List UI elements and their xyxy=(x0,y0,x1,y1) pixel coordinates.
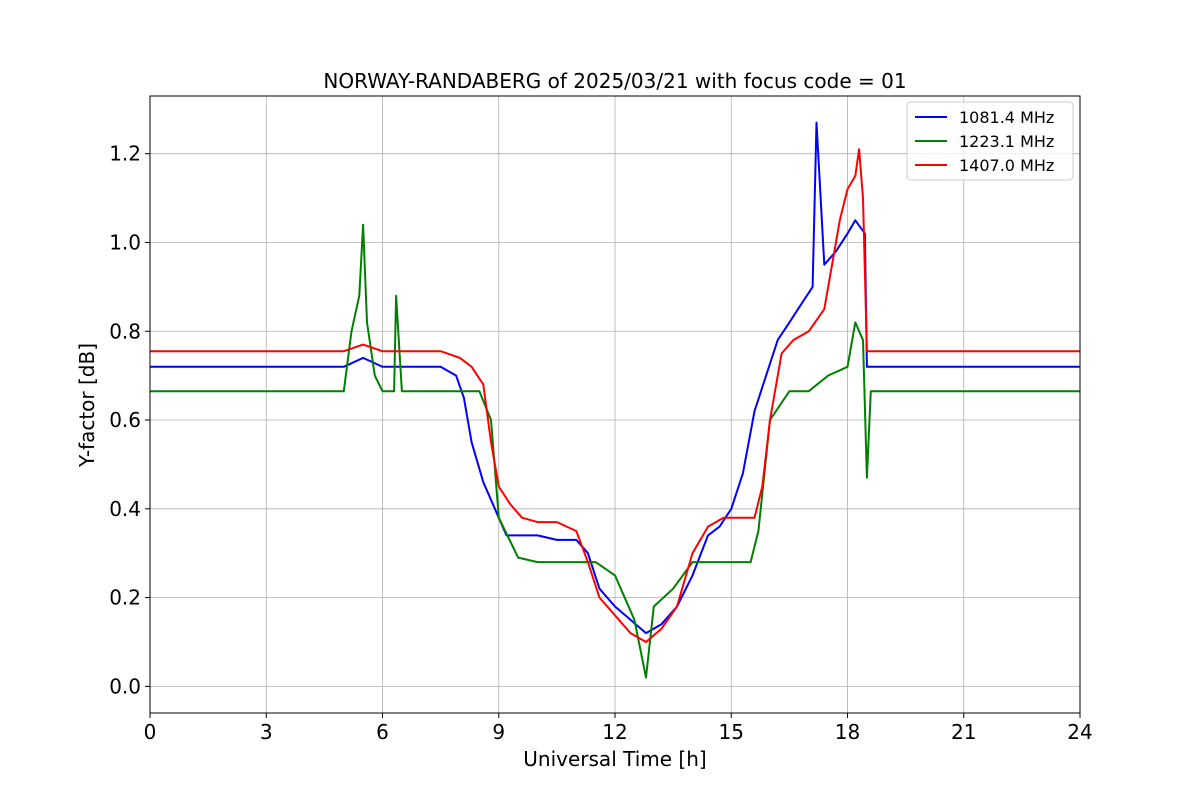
y-axis-label: Y-factor [dB] xyxy=(75,343,99,468)
x-tick-label: 3 xyxy=(260,720,273,744)
x-tick-label: 0 xyxy=(144,720,157,744)
y-tick-label: 0.0 xyxy=(109,674,141,698)
y-tick-label: 1.0 xyxy=(109,230,141,254)
chart-title: NORWAY-RANDABERG of 2025/03/21 with focu… xyxy=(323,69,906,93)
series-line-3 xyxy=(150,148,1080,643)
x-tick-label: 12 xyxy=(602,720,627,744)
x-tick-label: 21 xyxy=(951,720,976,744)
x-tick-label: 9 xyxy=(492,720,505,744)
y-tick-label: 0.4 xyxy=(109,497,141,521)
ticks: 0 3 6 9 12 15 18 21 24 0.0 0.2 0.4 0.6 0.8 1.0 1.2 xyxy=(109,142,1093,744)
x-tick-label: 15 xyxy=(719,720,744,744)
y-tick-label: 0.8 xyxy=(109,319,141,343)
x-tick-label: 6 xyxy=(376,720,389,744)
legend-label: 1223.1 MHz xyxy=(959,132,1054,151)
y-tick-label: 0.2 xyxy=(109,586,141,610)
legend: 1081.4 MHz 1223.1 MHz 1407.0 MHz xyxy=(906,101,1074,181)
legend-label: 1081.4 MHz xyxy=(959,108,1054,127)
legend-label: 1407.0 MHz xyxy=(959,156,1054,175)
series-lines xyxy=(150,121,1080,679)
x-axis-label: Universal Time [h] xyxy=(523,747,706,771)
legend-box xyxy=(906,101,1074,181)
x-tick-label: 18 xyxy=(835,720,860,744)
y-tick-label: 0.6 xyxy=(109,408,141,432)
series-line-2 xyxy=(150,223,1080,679)
y-tick-label: 1.2 xyxy=(109,142,141,166)
x-tick-label: 24 xyxy=(1067,720,1092,744)
